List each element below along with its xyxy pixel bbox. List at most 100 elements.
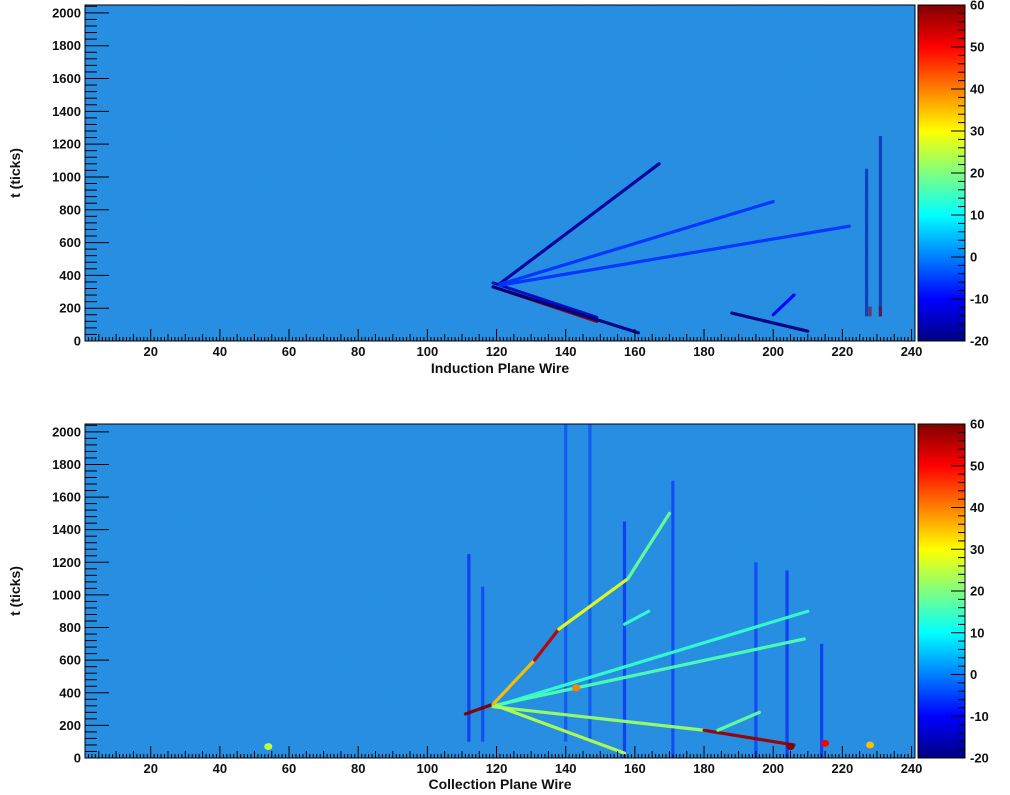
induction-x-tick-label: 220: [832, 344, 854, 359]
collection-plane-panel: 20 40 60 80 100 120 140 160 180 200 220 240 0 200 400…: [7, 417, 989, 793]
collection-colorbar-tick-label: 20: [970, 584, 984, 599]
collection-y-axis-title: t (ticks): [7, 566, 23, 616]
collection-x-axis: 20 40 60 80 100 120 140 160 180 200 220 240: [84, 746, 923, 776]
collection-track: [494, 704, 627, 755]
induction-colorbar-tick-label: -20: [970, 334, 989, 349]
induction-colorbar-tick-label: 0: [970, 250, 977, 265]
collection-x-tick-label: 180: [693, 761, 715, 776]
collection-vertical-feature: [481, 586, 485, 742]
collection-track: [557, 577, 630, 631]
collection-colorbar-tick-label: -10: [970, 709, 989, 724]
induction-vertical-feature: [864, 168, 869, 317]
induction-colorbar-tick-label: 50: [970, 40, 984, 55]
induction-x-tick-label: 100: [417, 344, 439, 359]
collection-y-tick-label: 1600: [52, 490, 81, 505]
collection-vertical-feature: [820, 643, 824, 758]
collection-x-tick-label: 220: [832, 761, 854, 776]
induction-colorbar-axis: -20 -10 0 10 20 30 40 50 60: [951, 0, 989, 349]
collection-track: [491, 705, 706, 732]
induction-y-tick-label: 800: [59, 202, 81, 217]
collection-colorbar-tick-label: 0: [970, 667, 977, 682]
induction-x-tick-label: 80: [351, 344, 365, 359]
collection-hot-spot: [866, 741, 875, 749]
collection-x-tick-label: 140: [555, 761, 577, 776]
induction-y-axis: 0 200 400 600 800 1000 1200 1400 1600 1800 2000: [52, 5, 109, 349]
induction-x-tick-label: 160: [624, 344, 646, 359]
induction-track: [498, 199, 775, 286]
collection-y-tick-label: 1200: [52, 555, 81, 570]
collection-x-tick-label: 40: [213, 761, 227, 776]
collection-track: [494, 609, 810, 708]
collection-hot-spot: [572, 684, 581, 692]
collection-x-tick-label: 160: [624, 761, 646, 776]
induction-x-tick-label: 200: [762, 344, 784, 359]
induction-track-shadow: [491, 281, 599, 319]
induction-x-tick-label: 180: [693, 344, 715, 359]
collection-x-tick-label: 60: [282, 761, 296, 776]
collection-x-tick-label: 240: [901, 761, 923, 776]
induction-colorbar-tick-label: 20: [970, 166, 984, 181]
collection-vertical-feature: [622, 521, 627, 758]
collection-colorbar-tick-label: -20: [970, 751, 989, 766]
induction-y-tick-label: 1400: [52, 104, 81, 119]
induction-colorbar-tick-label: 60: [970, 0, 984, 13]
induction-colorbar-tick-label: 40: [970, 82, 984, 97]
collection-x-tick-label: 80: [351, 761, 365, 776]
induction-x-axis-title: Induction Plane Wire: [431, 360, 570, 376]
collection-y-tick-label: 400: [59, 685, 81, 700]
induction-track: [771, 293, 796, 317]
collection-y-tick-label: 1400: [52, 522, 81, 537]
induction-track: [730, 311, 810, 333]
collection-x-tick-label: 200: [762, 761, 784, 776]
induction-y-tick-label: 0: [74, 334, 81, 349]
induction-colorbar-tick-label: -10: [970, 292, 989, 307]
induction-x-axis: 20 40 60 80 100 120 140 160 180 200 220 240: [84, 329, 923, 359]
collection-track: [626, 511, 672, 581]
induction-y-tick-label: 1200: [52, 137, 81, 152]
collection-x-axis-title: Collection Plane Wire: [428, 776, 571, 792]
collection-x-tick-label: 120: [486, 761, 508, 776]
induction-x-tick-label: 20: [143, 344, 157, 359]
induction-track: [498, 162, 661, 286]
collection-hot-spot: [264, 743, 273, 751]
collection-vertical-feature: [785, 570, 789, 758]
collection-colorbar-tick-label: 30: [970, 542, 984, 557]
induction-colorbar-tick-label: 30: [970, 124, 984, 139]
collection-y-tick-label: 2000: [52, 424, 81, 439]
induction-y-tick-label: 1600: [52, 71, 81, 86]
collection-track: [702, 728, 796, 747]
collection-heatmap: [85, 424, 915, 758]
collection-y-axis: 0 200 400 600 800 1000 1200 1400 1600 1800 2000: [52, 424, 109, 766]
induction-y-tick-label: 200: [59, 301, 81, 316]
collection-y-tick-label: 600: [59, 653, 81, 668]
induction-y-tick-label: 1800: [52, 38, 81, 53]
induction-y-tick-label: 600: [59, 235, 81, 250]
collection-y-tick-label: 800: [59, 620, 81, 635]
collection-vertical-feature: [588, 424, 592, 742]
collection-colorbar-tick-label: 60: [970, 417, 984, 432]
collection-colorbar-tick-label: 40: [970, 500, 984, 515]
collection-x-tick-label: 100: [417, 761, 439, 776]
induction-y-tick-label: 1000: [52, 169, 81, 184]
collection-colorbar-tick-label: 10: [970, 625, 984, 640]
collection-track: [716, 710, 761, 732]
collection-track: [622, 609, 651, 626]
collection-vertical-feature: [671, 480, 675, 758]
collection-hot-spot: [821, 739, 830, 747]
collection-track: [463, 702, 495, 716]
collection-hot-spot: [786, 743, 795, 751]
collection-vertical-feature: [564, 424, 568, 742]
induction-colorbar-tick-label: 10: [970, 208, 984, 223]
collection-colorbar-tick-label: 50: [970, 458, 984, 473]
induction-vertical-feature: [868, 306, 872, 317]
induction-plane-panel: 20 40 60 80 100 120 140 160 180 200 220 240 0200400…: [7, 0, 989, 376]
collection-x-tick-label: 20: [143, 761, 157, 776]
induction-x-tick-label: 140: [555, 344, 577, 359]
induction-vertical-feature: [878, 306, 883, 317]
collection-y-tick-label: 200: [59, 718, 81, 733]
collection-track: [494, 637, 806, 707]
induction-y-axis-title: t (ticks): [7, 148, 23, 198]
induction-x-tick-label: 240: [901, 344, 923, 359]
collection-track: [532, 627, 561, 662]
